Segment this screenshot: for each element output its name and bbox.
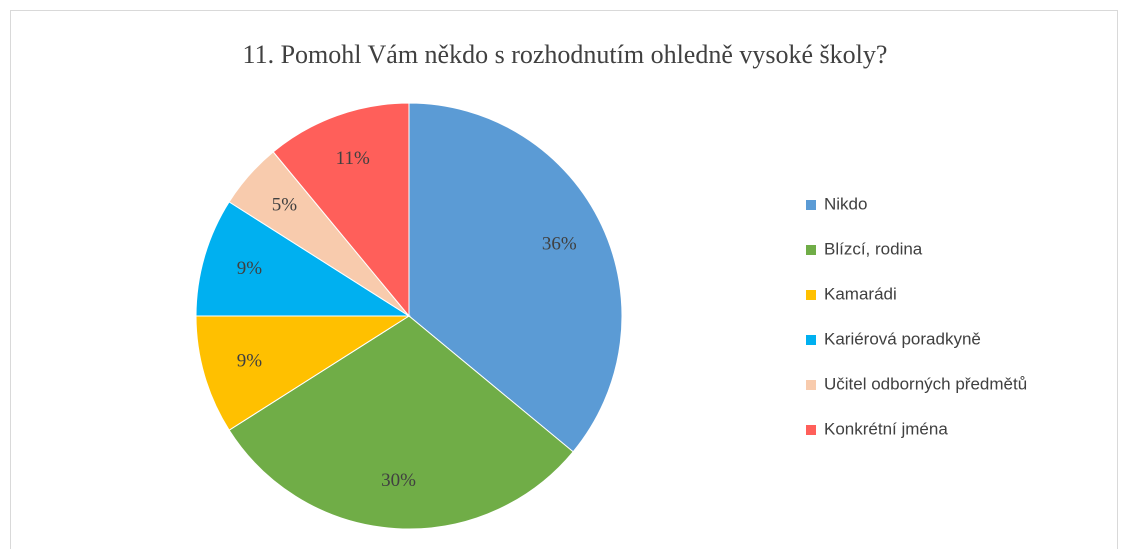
pie-slice	[272, 102, 410, 318]
legend-swatch	[806, 290, 816, 300]
pie-slice	[195, 315, 411, 431]
legend-swatch	[806, 245, 816, 255]
data-label: 9%	[237, 258, 263, 279]
pie-slice	[195, 201, 411, 317]
legend-swatch	[806, 200, 816, 210]
legend-label: Kamarádi	[824, 284, 897, 303]
pie-slice	[228, 315, 574, 530]
legend-label: Konkrétní jména	[824, 419, 948, 438]
legend-swatch	[806, 380, 816, 390]
pie-slice	[408, 102, 623, 453]
data-label: 9%	[237, 351, 263, 372]
chart-title: 11. Pomohl Vám někdo s rozhodnutím ohled…	[243, 40, 888, 69]
legend-swatch	[806, 425, 816, 435]
data-label: 5%	[272, 194, 298, 215]
legend-label: Blízcí, rodina	[824, 239, 923, 258]
legend-swatch	[806, 335, 816, 345]
data-label: 30%	[381, 470, 416, 491]
data-label: 36%	[542, 234, 577, 255]
legend-label: Nikdo	[824, 194, 867, 213]
data-label: 11%	[336, 148, 370, 169]
legend-label: Kariérová poradkyně	[824, 329, 981, 348]
legend-label: Učitel odborných předmětů	[824, 374, 1027, 393]
